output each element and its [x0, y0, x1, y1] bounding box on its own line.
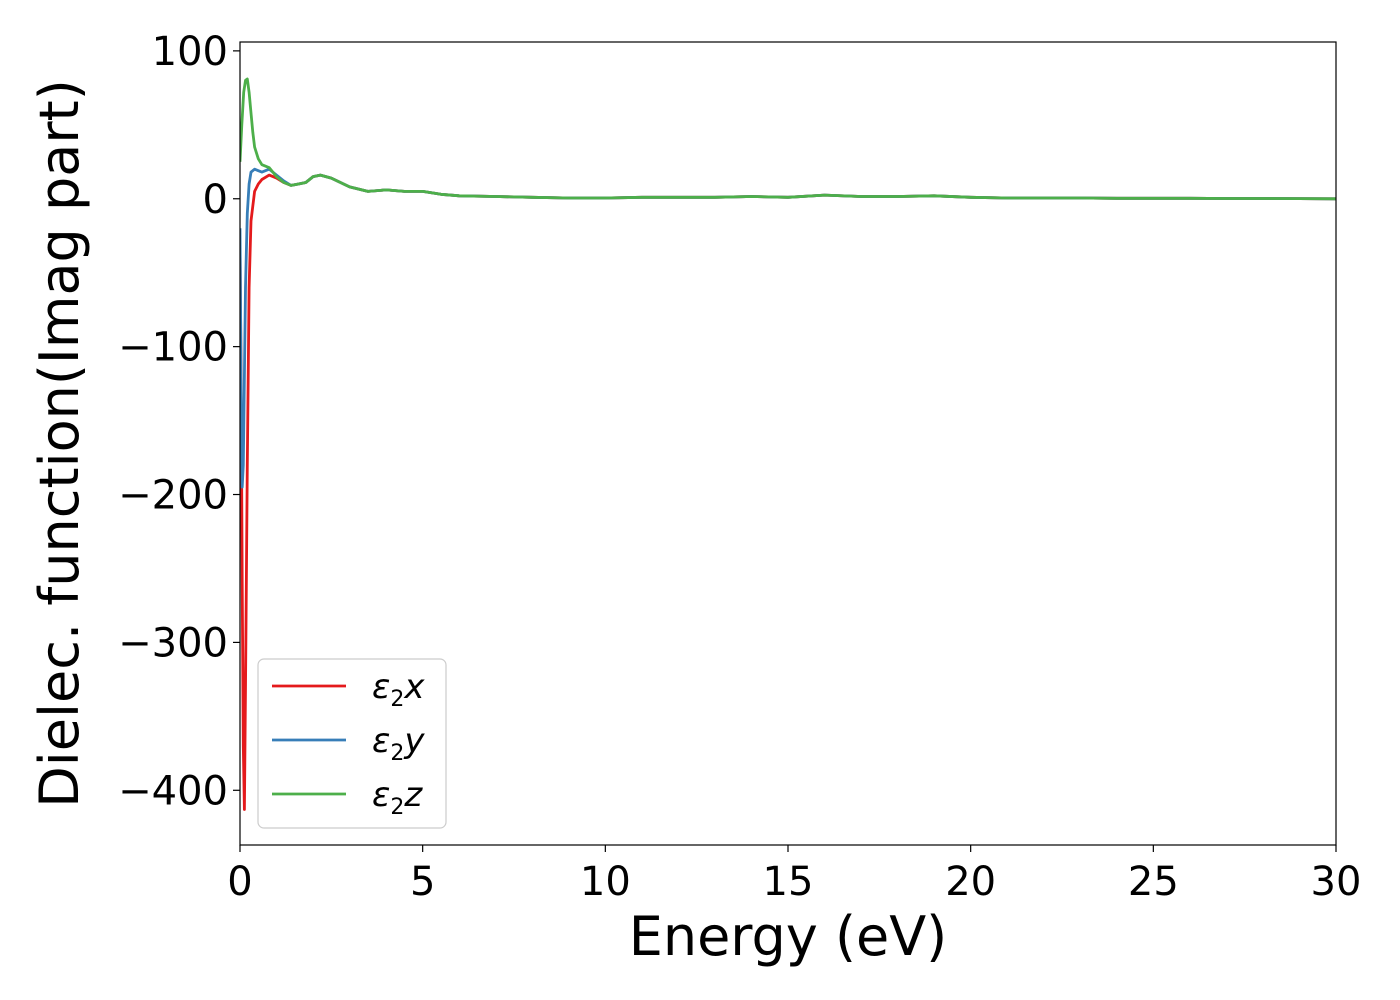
y-tick-label: 0 [203, 177, 228, 223]
legend: ε2x ε2y ε2z [257, 658, 447, 829]
y-axis-title: Dielec. function(Imag part) [28, 79, 91, 808]
legend-label-z: ε2z [372, 775, 423, 820]
axes-ticks: 0 5 10 15 20 25 30 −400 −300 −200 −100 0 100 [118, 29, 1361, 905]
x-tick-label: 25 [1128, 859, 1179, 905]
x-tick-label: 30 [1311, 859, 1362, 905]
x-axis-title: Energy (eV) [629, 905, 948, 968]
x-tick-label: 10 [580, 859, 631, 905]
legend-label-x: ε2x [372, 667, 425, 712]
legend-label-y: ε2y [372, 721, 425, 766]
x-tick-label: 5 [410, 859, 435, 905]
x-tick-label: 15 [763, 859, 814, 905]
y-tick-label: −300 [118, 620, 228, 666]
series-layer [240, 77, 1336, 811]
series-line-z [240, 77, 1336, 201]
series-line-y [240, 167, 1336, 489]
x-tick-label: 20 [945, 859, 996, 905]
y-tick-label: −400 [118, 768, 228, 814]
y-tick-label: 100 [152, 29, 228, 75]
y-tick-label: −200 [118, 473, 228, 519]
legend-box [257, 658, 447, 829]
x-tick-label: 0 [227, 859, 252, 905]
y-tick-label: −100 [118, 325, 228, 371]
